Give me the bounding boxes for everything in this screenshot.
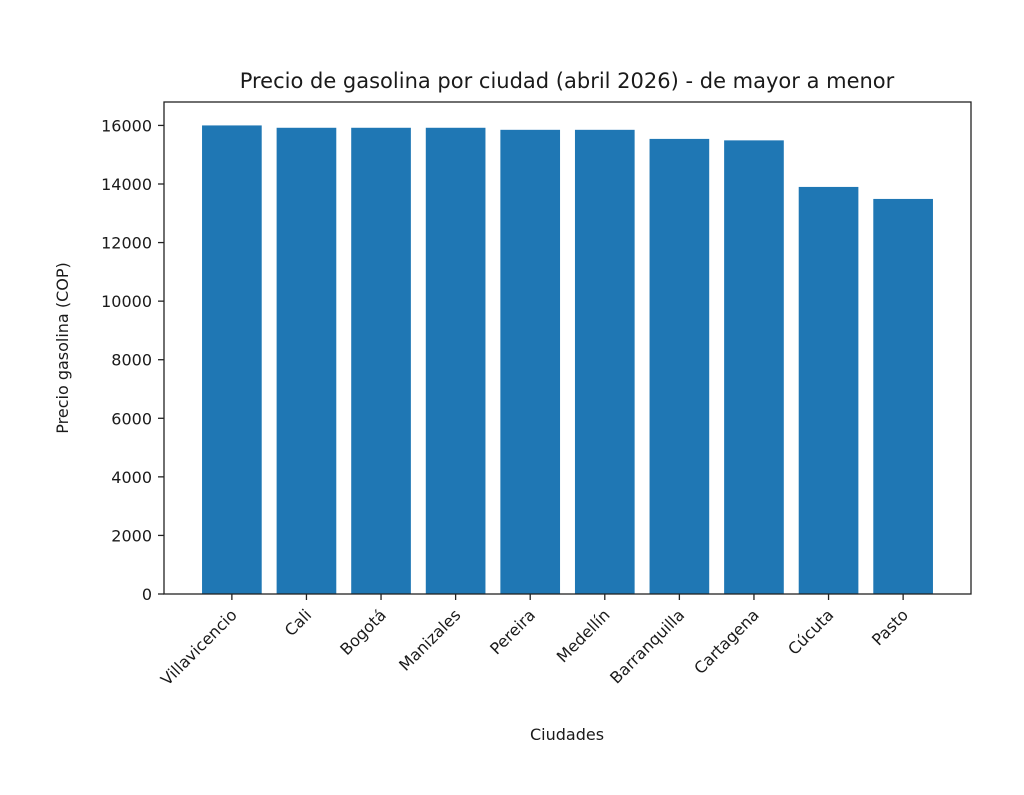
bar-pasto [873,198,933,594]
bar-cúcuta [798,186,859,594]
y-tick-label: 16000 [101,116,152,135]
y-tick-label: 8000 [111,351,152,370]
x-tick-label: Medellín [553,605,614,666]
y-tick-label: 10000 [101,292,152,311]
y-tick-label: 6000 [111,409,152,428]
y-tick-label: 0 [142,585,152,604]
x-axis-label: Ciudades [530,725,604,744]
chart-title: Precio de gasolina por ciudad (abril 202… [240,69,895,93]
bar-cartagena [724,140,784,594]
x-tick-label: Pasto [868,605,912,649]
bar-barranquilla [649,138,710,594]
x-tick-label: Villavicencio [157,605,241,689]
x-tick-label: Manizales [395,605,464,674]
y-tick-label: 12000 [101,234,152,253]
bar-manizales [425,127,486,595]
y-tick-label: 4000 [111,468,152,487]
bar-bogotá [351,127,411,595]
bar-medellín [574,129,635,595]
x-tick-label: Pereira [486,605,539,658]
bar-pereira [500,129,561,595]
x-tick-label: Barranquilla [606,605,688,687]
bar-cali [276,127,337,595]
x-tick-label: Cúcuta [784,605,837,658]
x-tick-label: Cartagena [690,605,763,678]
y-axis-label: Precio gasolina (COP) [53,262,72,433]
bar-villavicencio [202,125,262,594]
x-tick-label: Bogotá [336,605,390,659]
y-tick-label: 14000 [101,175,152,194]
y-tick-label: 2000 [111,526,152,545]
x-tick-label: Cali [281,605,316,640]
plot-frame [163,101,972,595]
